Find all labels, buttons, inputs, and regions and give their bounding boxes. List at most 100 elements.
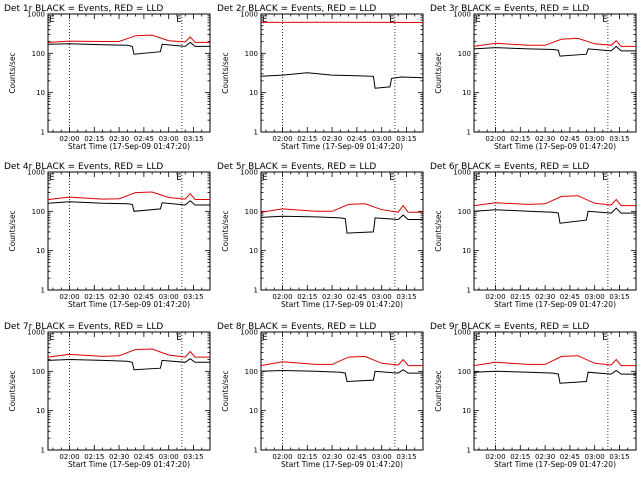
x-tick-label: 03:00	[585, 135, 605, 143]
panel-8: Det 8r BLACK = Events, RED = LLD 1 10 100 10…	[217, 322, 424, 469]
x-axis-label: Start Time (17-Sep-09 01:47:20)	[494, 300, 616, 309]
x-tick-label: 02:15	[297, 453, 317, 461]
x-tick-label: 03:15	[183, 453, 203, 461]
e-marker: E	[176, 15, 182, 25]
x-tick-label: 03:15	[396, 453, 416, 461]
e-marker: E	[475, 15, 481, 25]
x-axis-label: Start Time (17-Sep-09 01:47:20)	[281, 460, 403, 469]
x-tick-label: 03:15	[396, 293, 416, 301]
y-tick-label: 1000	[240, 11, 258, 19]
series-lld-line	[473, 195, 636, 207]
x-tick-label: 02:30	[109, 453, 129, 461]
y-tick-label: 1000	[453, 329, 471, 337]
series-lld-line	[47, 34, 210, 43]
x-tick-label: 02:15	[84, 453, 104, 461]
e-marker: E	[262, 173, 268, 183]
e-marker: E	[389, 15, 395, 25]
y-tick-label: 10	[36, 89, 45, 97]
x-tick-label: 02:00	[485, 135, 505, 143]
e-marker: E	[602, 15, 608, 25]
panel-title: Det 2r BLACK = Events, RED = LLD	[217, 4, 376, 14]
panel-1: Det 1r BLACK = Events, RED = LLD 1 10 100 10…	[4, 4, 211, 151]
y-tick-label: 10	[249, 407, 258, 415]
x-tick-label: 02:30	[535, 135, 555, 143]
x-tick-label: 02:15	[297, 135, 317, 143]
panel-5: Det 5r BLACK = Events, RED = LLD 1 10 100 10…	[217, 162, 424, 309]
x-tick-label: 02:30	[109, 135, 129, 143]
x-tick-label: 03:00	[585, 293, 605, 301]
y-tick-label: 100	[32, 208, 45, 216]
e-marker: E	[49, 15, 55, 25]
x-tick-label: 02:00	[272, 135, 292, 143]
x-tick-label: 02:45	[347, 135, 367, 143]
panel-title: Det 9r BLACK = Events, RED = LLD	[430, 322, 589, 332]
x-tick-label: 02:45	[347, 293, 367, 301]
e-marker: E	[262, 15, 268, 25]
plot-frame	[47, 13, 211, 133]
y-tick-label: 10	[249, 89, 258, 97]
y-tick-label: 1000	[27, 329, 45, 337]
y-axis-label: Counts/sec	[221, 52, 230, 93]
panel-title: Det 3r BLACK = Events, RED = LLD	[430, 4, 589, 14]
x-tick-label: 02:45	[347, 453, 367, 461]
x-tick-label: 02:00	[59, 293, 79, 301]
e-marker: E	[602, 173, 608, 183]
x-tick-label: 03:00	[372, 135, 392, 143]
panel-7: Det 7r BLACK = Events, RED = LLD 1 10 100 10…	[4, 322, 211, 469]
plot-frame	[473, 13, 637, 133]
x-tick-label: 02:00	[485, 453, 505, 461]
x-tick-label: 02:00	[485, 293, 505, 301]
y-tick-label: 1	[254, 287, 258, 295]
x-tick-label: 03:00	[159, 453, 179, 461]
panel-title: Det 6r BLACK = Events, RED = LLD	[430, 162, 589, 172]
panel-4: Det 4r BLACK = Events, RED = LLD 1 10 100 10…	[4, 162, 211, 309]
e-marker: E	[475, 333, 481, 343]
x-tick-label: 02:45	[560, 453, 580, 461]
x-axis-label: Start Time (17-Sep-09 01:47:20)	[494, 142, 616, 151]
e-marker: E	[262, 333, 268, 343]
y-tick-label: 10	[249, 247, 258, 255]
y-tick-label: 10	[462, 407, 471, 415]
e-marker: E	[389, 173, 395, 183]
y-axis-label: Counts/sec	[221, 370, 230, 411]
y-tick-label: 1000	[27, 11, 45, 19]
panel-title: Det 1r BLACK = Events, RED = LLD	[4, 4, 163, 14]
x-tick-label: 03:15	[183, 293, 203, 301]
y-tick-label: 10	[36, 247, 45, 255]
x-tick-label: 02:30	[322, 293, 342, 301]
panel-9: Det 9r BLACK = Events, RED = LLD 1 10 100 10…	[430, 322, 637, 469]
y-tick-label: 1	[467, 129, 471, 137]
x-axis-label: Start Time (17-Sep-09 01:47:20)	[68, 460, 190, 469]
series-lld-line	[47, 191, 210, 200]
x-axis-label: Start Time (17-Sep-09 01:47:20)	[281, 142, 403, 151]
y-tick-label: 1	[41, 129, 45, 137]
x-tick-label: 02:30	[535, 293, 555, 301]
series-events-line	[47, 358, 210, 371]
y-tick-label: 1	[254, 129, 258, 137]
x-tick-label: 02:00	[272, 293, 292, 301]
x-axis-label: Start Time (17-Sep-09 01:47:20)	[281, 300, 403, 309]
plot-frame	[260, 13, 424, 133]
x-axis-label: Start Time (17-Sep-09 01:47:20)	[494, 460, 616, 469]
series-events-line	[47, 200, 210, 212]
series-lld-line	[260, 355, 423, 367]
plot-frame	[473, 171, 637, 291]
x-tick-label: 02:30	[109, 293, 129, 301]
e-marker: E	[49, 173, 55, 183]
y-tick-label: 100	[245, 50, 258, 58]
x-tick-label: 02:30	[322, 135, 342, 143]
x-tick-label: 02:00	[59, 135, 79, 143]
x-tick-label: 03:00	[585, 453, 605, 461]
x-tick-label: 03:00	[372, 453, 392, 461]
x-tick-label: 02:45	[560, 293, 580, 301]
y-axis-label: Counts/sec	[434, 52, 443, 93]
x-tick-label: 03:15	[396, 135, 416, 143]
y-tick-label: 10	[462, 247, 471, 255]
x-tick-label: 02:45	[134, 453, 154, 461]
y-tick-label: 100	[245, 368, 258, 376]
series-lld-line	[473, 355, 636, 367]
series-lld-line	[260, 203, 423, 213]
y-tick-label: 100	[32, 368, 45, 376]
y-tick-label: 1000	[453, 169, 471, 177]
series-events-line	[47, 41, 210, 55]
